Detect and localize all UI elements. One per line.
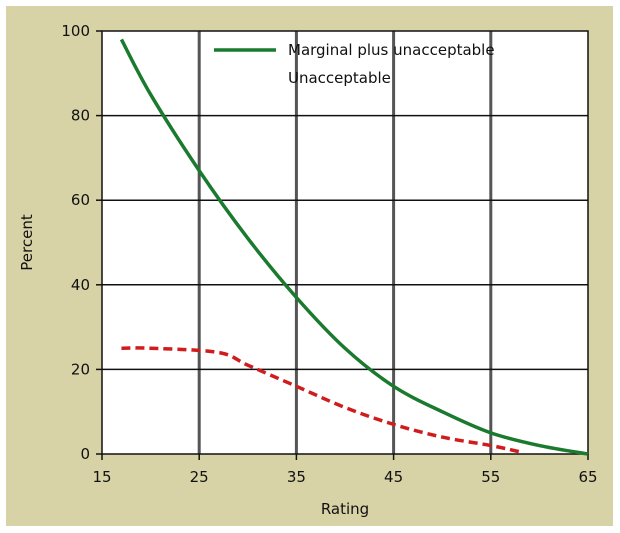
legend-label: Unacceptable [288,69,391,87]
x-tick-label: 45 [384,468,403,486]
x-tick-label: 25 [190,468,209,486]
legend: Marginal plus unacceptable Unacceptable [214,41,495,87]
x-tick-label: 55 [481,468,500,486]
series-line-unacceptable [121,346,521,454]
x-tick-label: 65 [578,468,597,486]
tick-labels: 15 25 35 45 55 65 0 20 40 60 80 100 [61,22,597,486]
series-lines [119,38,589,456]
line-chart: 15 25 35 45 55 65 0 20 40 60 80 100 Marginal plus u… [18,22,598,518]
y-tick-label: 0 [80,445,90,463]
series-line-marginal-plus-unacceptable [119,38,589,456]
plot-frame [101,30,589,455]
y-tick-label: 100 [61,22,90,40]
x-tick-label: 15 [92,468,111,486]
x-tick-label: 35 [287,468,306,486]
y-tick-label: 60 [71,191,90,209]
y-tick-label: 40 [71,276,90,294]
grid [102,31,588,454]
x-axis-title: Rating [321,500,369,518]
y-tick-label: 20 [71,360,90,378]
chart-panel: 15 25 35 45 55 65 0 20 40 60 80 100 Marginal plus u… [6,6,613,526]
legend-label: Marginal plus unacceptable [288,41,495,59]
y-tick-label: 80 [71,107,90,125]
plot-area [102,31,588,454]
axes [96,30,589,460]
y-axis-title: Percent [18,214,36,271]
